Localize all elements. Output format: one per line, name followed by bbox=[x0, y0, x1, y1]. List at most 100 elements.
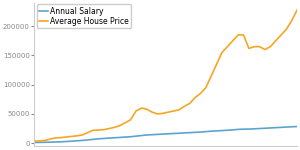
Average House Price bbox=[209, 75, 213, 77]
Annual Salary bbox=[285, 126, 288, 128]
Average House Price bbox=[285, 28, 288, 30]
Average House Price bbox=[268, 46, 272, 48]
Average House Price bbox=[215, 63, 218, 65]
Annual Salary bbox=[199, 131, 202, 133]
Average House Price bbox=[86, 132, 89, 134]
Annual Salary bbox=[188, 132, 192, 134]
Annual Salary bbox=[274, 127, 278, 129]
Average House Price bbox=[193, 97, 197, 98]
Annual Salary bbox=[97, 138, 100, 140]
Annual Salary bbox=[113, 137, 116, 139]
Average House Price bbox=[290, 19, 294, 21]
Average House Price bbox=[134, 110, 138, 112]
Annual Salary bbox=[161, 133, 165, 135]
Annual Salary bbox=[118, 136, 122, 138]
Average House Price bbox=[80, 134, 84, 136]
Average House Price bbox=[70, 136, 74, 137]
Annual Salary bbox=[156, 134, 159, 135]
Annual Salary bbox=[172, 133, 175, 134]
Annual Salary bbox=[91, 138, 95, 140]
Annual Salary bbox=[242, 128, 245, 130]
Annual Salary bbox=[107, 137, 111, 139]
Average House Price bbox=[167, 111, 170, 113]
Annual Salary bbox=[140, 135, 143, 137]
Annual Salary bbox=[167, 133, 170, 135]
Average House Price bbox=[113, 126, 116, 128]
Average House Price bbox=[156, 113, 159, 115]
Average House Price bbox=[183, 105, 186, 107]
Average House Price bbox=[263, 49, 267, 50]
Annual Salary bbox=[134, 135, 138, 137]
Annual Salary bbox=[129, 136, 133, 138]
Average House Price bbox=[177, 109, 181, 111]
Average House Price bbox=[59, 137, 63, 138]
Annual Salary bbox=[193, 131, 197, 133]
Average House Price bbox=[75, 135, 79, 137]
Annual Salary bbox=[54, 141, 57, 143]
Annual Salary bbox=[258, 128, 261, 129]
Line: Average House Price: Average House Price bbox=[34, 10, 297, 141]
Annual Salary bbox=[290, 126, 294, 128]
Average House Price bbox=[274, 40, 278, 42]
Average House Price bbox=[43, 140, 46, 141]
Average House Price bbox=[124, 122, 127, 124]
Annual Salary bbox=[86, 139, 89, 141]
Annual Salary bbox=[247, 128, 251, 130]
Annual Salary bbox=[43, 141, 46, 143]
Average House Price bbox=[161, 112, 165, 114]
Average House Price bbox=[145, 108, 148, 110]
Annual Salary bbox=[215, 130, 218, 132]
Average House Price bbox=[296, 9, 299, 11]
Average House Price bbox=[91, 129, 95, 131]
Average House Price bbox=[150, 111, 154, 113]
Annual Salary bbox=[268, 127, 272, 129]
Legend: Annual Salary, Average House Price: Annual Salary, Average House Price bbox=[37, 4, 131, 28]
Annual Salary bbox=[32, 142, 36, 143]
Annual Salary bbox=[150, 134, 154, 136]
Average House Price bbox=[102, 129, 106, 131]
Annual Salary bbox=[59, 141, 63, 143]
Annual Salary bbox=[231, 129, 235, 131]
Average House Price bbox=[118, 125, 122, 126]
Annual Salary bbox=[252, 128, 256, 130]
Annual Salary bbox=[64, 141, 68, 142]
Annual Salary bbox=[204, 131, 208, 133]
Average House Price bbox=[140, 107, 143, 109]
Annual Salary bbox=[177, 132, 181, 134]
Average House Price bbox=[54, 137, 57, 139]
Average House Price bbox=[38, 140, 41, 142]
Annual Salary bbox=[75, 140, 79, 142]
Average House Price bbox=[226, 46, 229, 48]
Average House Price bbox=[252, 46, 256, 48]
Average House Price bbox=[107, 128, 111, 129]
Annual Salary bbox=[183, 132, 186, 134]
Average House Price bbox=[247, 48, 251, 49]
Average House Price bbox=[242, 34, 245, 36]
Annual Salary bbox=[236, 129, 240, 130]
Annual Salary bbox=[279, 126, 283, 128]
Average House Price bbox=[236, 34, 240, 36]
Annual Salary bbox=[263, 127, 267, 129]
Annual Salary bbox=[80, 140, 84, 141]
Average House Price bbox=[204, 87, 208, 88]
Average House Price bbox=[64, 136, 68, 138]
Average House Price bbox=[97, 129, 100, 131]
Average House Price bbox=[32, 140, 36, 142]
Line: Annual Salary: Annual Salary bbox=[34, 126, 297, 142]
Annual Salary bbox=[209, 130, 213, 132]
Annual Salary bbox=[220, 130, 224, 132]
Average House Price bbox=[129, 119, 133, 121]
Average House Price bbox=[172, 110, 175, 112]
Average House Price bbox=[199, 93, 202, 94]
Average House Price bbox=[279, 34, 283, 36]
Annual Salary bbox=[102, 138, 106, 139]
Annual Salary bbox=[296, 126, 299, 127]
Average House Price bbox=[48, 138, 52, 140]
Average House Price bbox=[188, 102, 192, 104]
Annual Salary bbox=[226, 129, 229, 131]
Average House Price bbox=[220, 52, 224, 53]
Annual Salary bbox=[38, 141, 41, 143]
Annual Salary bbox=[48, 141, 52, 143]
Annual Salary bbox=[124, 136, 127, 138]
Annual Salary bbox=[70, 140, 74, 142]
